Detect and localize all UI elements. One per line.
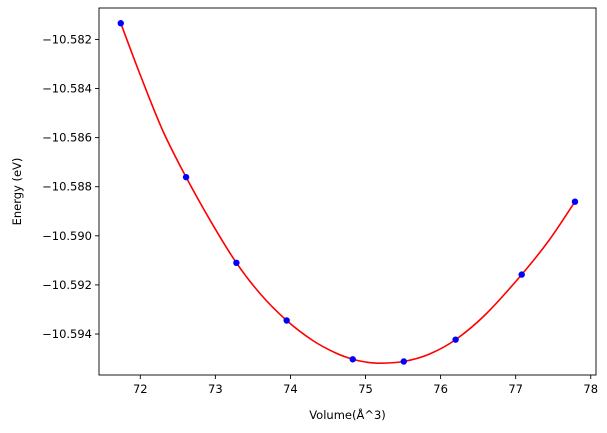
data-point (233, 259, 240, 267)
x-axis-ticks: 72 73 74 75 76 77 78 (133, 375, 598, 396)
y-tick-label: −10.594 (42, 327, 92, 341)
x-tick-label: 74 (283, 382, 298, 396)
fit-curve-line (120, 22, 576, 365)
x-axis-label: Volume(Å^3) (309, 407, 386, 422)
plot-area (99, 8, 596, 375)
y-axis-ticks: −10.594 −10.592 −10.590 −10.588 −10.586 −10.5… (42, 32, 99, 341)
x-tick-label: 75 (358, 382, 373, 396)
fit-curve-layer (120, 22, 576, 365)
y-tick-label: −10.590 (42, 229, 92, 243)
y-tick-label: −10.582 (42, 32, 92, 46)
y-axis-label: Energy (eV) (10, 158, 24, 226)
data-point (283, 317, 290, 324)
x-tick-label: 76 (433, 382, 448, 396)
y-tick-label: −10.592 (42, 278, 92, 292)
data-point (518, 271, 525, 278)
data-point (182, 173, 190, 181)
data-point (349, 356, 356, 363)
data-point (400, 358, 408, 365)
y-tick-label: −10.584 (42, 82, 92, 96)
y-tick-label: −10.588 (42, 180, 92, 194)
x-tick-label: 78 (583, 382, 598, 396)
data-point (571, 198, 579, 205)
data-point (117, 20, 124, 27)
x-tick-label: 77 (508, 382, 523, 396)
data-points-layer (117, 20, 579, 365)
x-tick-label: 73 (208, 382, 223, 396)
plot-frame (98, 7, 597, 376)
data-point (452, 336, 459, 343)
y-tick-label: −10.586 (42, 131, 92, 145)
x-tick-label: 72 (133, 382, 148, 396)
